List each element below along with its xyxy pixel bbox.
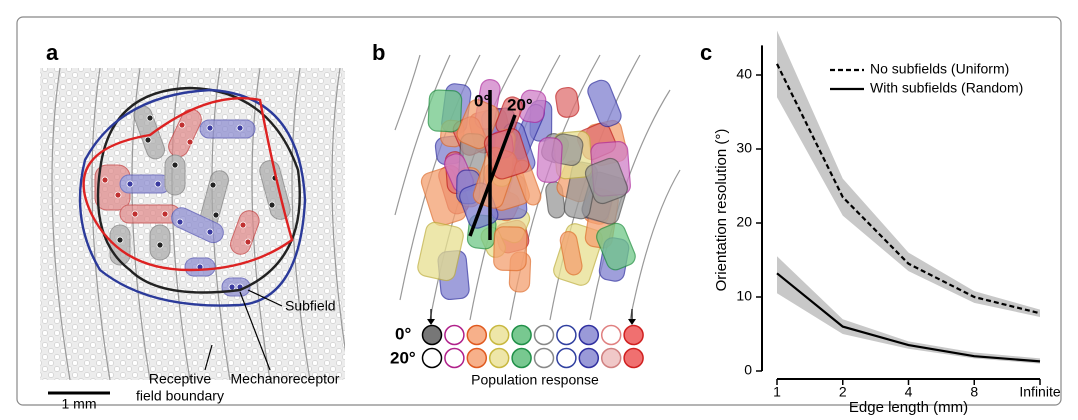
x-tick-label: 8 — [970, 384, 978, 400]
legend-label: With subfields (Random) — [870, 80, 1023, 96]
y-tick-label: 0 — [744, 362, 752, 378]
x-tick-label: Infinite — [1019, 384, 1060, 400]
receptive-field — [427, 89, 463, 133]
receptive-field — [587, 79, 622, 128]
arrow — [204, 344, 213, 371]
response-circle — [556, 347, 577, 369]
panel-label: a — [46, 40, 59, 65]
response-circle — [444, 324, 465, 346]
caption: Population response — [471, 372, 599, 388]
x-tick-label: 1 — [773, 384, 781, 400]
y-axis-label: Orientation resolution (°) — [713, 129, 730, 292]
line — [776, 63, 1041, 315]
annotation: Mechanoreceptor — [231, 371, 340, 387]
y-tick-label: 10 — [736, 288, 752, 304]
receptive-field — [536, 137, 563, 184]
skin-illustration — [40, 68, 345, 380]
response-circle — [533, 347, 555, 369]
response-circle — [556, 324, 577, 346]
panel-label: b — [372, 40, 385, 65]
error-band — [777, 30, 1040, 317]
angle-label: 0° — [474, 91, 490, 110]
response-circle — [444, 347, 465, 369]
receptive-fields — [417, 79, 636, 301]
arrow — [247, 289, 283, 307]
error-band — [777, 256, 1040, 364]
receptive-field — [417, 221, 464, 282]
receptive-field — [559, 230, 583, 276]
figure-border — [16, 16, 1062, 406]
x-tick-label: 4 — [905, 384, 913, 400]
response-circle — [488, 347, 510, 369]
response-circle — [421, 347, 443, 369]
annotation: Receptive — [149, 371, 211, 387]
angle-label: 20° — [507, 95, 533, 114]
legend-label: No subfields (Uniform) — [870, 61, 1009, 77]
response-circle — [578, 347, 600, 369]
response-circle — [623, 347, 644, 369]
response-circle — [600, 347, 622, 369]
response-circle — [511, 324, 532, 346]
y-tick-label: 20 — [736, 214, 752, 230]
annotation: field boundary — [136, 388, 224, 404]
response-circle — [466, 324, 488, 346]
annotation: Subfield — [285, 298, 336, 314]
bar-stimulus — [468, 114, 517, 237]
response-circle — [623, 324, 644, 346]
population-response — [421, 324, 644, 369]
x-axis-label: Edge length (mm) — [849, 399, 968, 416]
row-label: 20° — [390, 348, 416, 367]
chart: 0 10 20 30 40 1 2 4 8 Infinite Edge length (mm) Ori… — [713, 30, 1061, 416]
receptive-field — [596, 222, 636, 271]
response-circle — [600, 324, 622, 346]
x-tick-label: 2 — [839, 384, 847, 400]
receptive-field — [493, 226, 528, 272]
response-circle — [466, 347, 488, 369]
panel-label: c — [700, 40, 712, 65]
response-circle — [578, 324, 600, 346]
arrow — [239, 291, 271, 371]
response-circle — [511, 347, 532, 369]
arrow — [427, 319, 435, 325]
receptive-field — [555, 86, 580, 118]
receptive-field — [584, 157, 628, 205]
response-circle — [488, 324, 510, 346]
y-tick-label: 30 — [736, 140, 752, 156]
line — [776, 272, 1041, 363]
response-circle — [533, 324, 555, 346]
scale-label: 1 mm — [62, 396, 97, 412]
row-label: 0° — [395, 324, 411, 343]
y-tick-label: 40 — [736, 66, 752, 82]
response-circle — [421, 324, 443, 346]
arrow — [628, 319, 636, 325]
